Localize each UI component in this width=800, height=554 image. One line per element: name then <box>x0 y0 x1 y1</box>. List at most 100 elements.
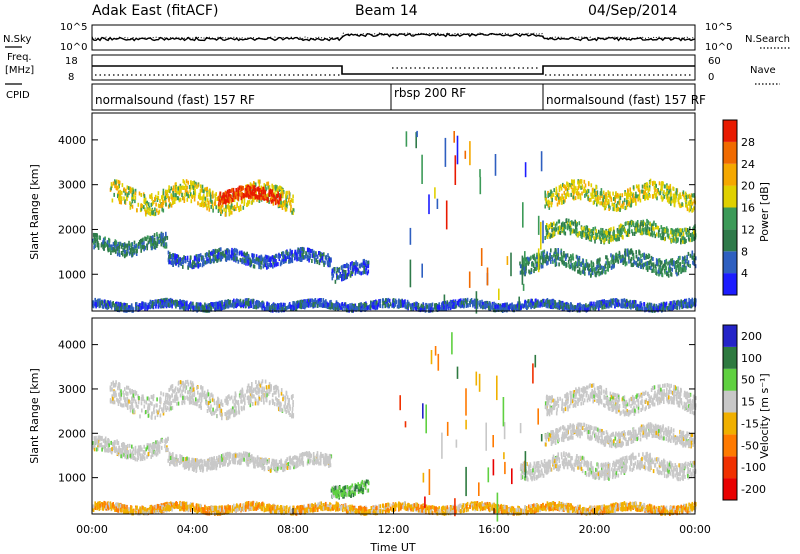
data-cell <box>591 229 593 233</box>
data-cell <box>585 192 588 197</box>
data-cell <box>120 200 122 205</box>
data-cell <box>165 202 167 207</box>
data-cell <box>670 258 672 263</box>
data-cell <box>350 306 352 311</box>
data-cell <box>529 270 531 275</box>
data-cell <box>135 243 137 248</box>
data-cell <box>682 190 685 195</box>
data-cell <box>228 254 230 259</box>
data-cell <box>592 200 595 205</box>
data-cell <box>526 259 528 264</box>
data-cell <box>193 197 196 202</box>
data-cell <box>357 268 360 273</box>
data-cell <box>413 302 415 307</box>
data-cell <box>181 260 184 265</box>
data-cell <box>575 225 577 229</box>
data-cell <box>668 197 670 202</box>
data-cell <box>237 190 239 195</box>
data-cell <box>134 188 137 193</box>
data-cell <box>656 261 658 266</box>
data-cell <box>216 249 218 254</box>
data-cell <box>210 204 212 209</box>
data-cell <box>481 302 484 307</box>
data-cell <box>254 193 257 198</box>
data-cell <box>618 194 620 199</box>
data-cell <box>621 193 624 198</box>
data-cell <box>601 299 604 304</box>
data-cell <box>627 201 629 206</box>
data-cell <box>675 228 677 233</box>
data-cell <box>147 202 150 207</box>
data-cell <box>146 243 148 248</box>
data-cell <box>161 203 164 208</box>
data-cell <box>249 182 252 187</box>
data-cell <box>131 252 133 257</box>
data-cell <box>319 301 322 306</box>
data-cell <box>150 193 153 198</box>
data-cell <box>162 232 164 237</box>
data-cell <box>689 238 691 243</box>
data-cell <box>619 228 622 233</box>
data-cell <box>615 253 617 258</box>
data-cell <box>246 298 248 302</box>
data-cell <box>557 256 560 261</box>
data-cell <box>363 307 365 312</box>
data-cell <box>572 195 575 200</box>
data-cell <box>576 255 579 260</box>
data-cell <box>277 203 280 208</box>
data-cell <box>162 191 165 196</box>
data-cell <box>584 263 587 268</box>
data-cell <box>272 264 274 269</box>
data-cell <box>657 190 659 195</box>
data-cell <box>271 185 274 190</box>
data-cell <box>389 302 392 307</box>
data-cell <box>292 301 294 306</box>
data-cell <box>206 192 208 197</box>
data-cell <box>134 199 136 204</box>
data-cell <box>659 270 662 275</box>
data-cell <box>150 202 153 207</box>
data-cell <box>362 270 364 275</box>
data-cell <box>112 181 115 186</box>
data-cell <box>608 261 610 266</box>
data-cell <box>667 273 670 278</box>
data-cell <box>157 191 160 196</box>
data-cell <box>667 261 669 266</box>
data-cell <box>146 246 148 251</box>
data-cell <box>189 258 191 263</box>
data-cell <box>199 262 201 267</box>
data-cell <box>649 222 651 227</box>
data-cell <box>264 184 267 189</box>
data-cell <box>118 241 121 246</box>
data-cell <box>345 308 348 313</box>
data-cell <box>621 230 623 235</box>
data-cell <box>612 207 615 212</box>
data-cell <box>684 259 687 264</box>
data-cell <box>154 197 156 201</box>
data-cell <box>593 267 595 272</box>
data-cell <box>571 179 574 184</box>
data-cell <box>288 195 291 200</box>
data-cell <box>674 193 676 198</box>
data-cell <box>102 238 105 243</box>
data-cell <box>646 267 649 272</box>
data-cell <box>584 307 586 311</box>
data-cell <box>275 259 277 263</box>
data-cell <box>633 232 636 236</box>
data-cell <box>289 259 292 264</box>
data-cell <box>236 189 238 194</box>
freq-tick-bottom-left: 8 <box>68 72 74 83</box>
data-cell <box>132 189 135 194</box>
data-cell <box>589 301 591 306</box>
data-cell <box>315 300 318 305</box>
data-cell <box>646 261 648 266</box>
data-cell <box>631 198 634 203</box>
data-cell <box>530 255 532 260</box>
data-cell <box>243 202 246 206</box>
data-cell <box>635 227 637 232</box>
data-cell <box>623 227 625 232</box>
data-cell <box>295 305 298 310</box>
data-cell <box>228 194 230 198</box>
data-cell <box>577 185 580 190</box>
